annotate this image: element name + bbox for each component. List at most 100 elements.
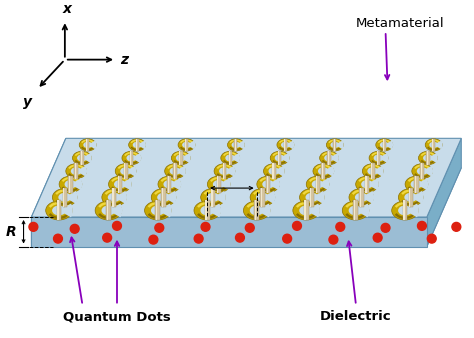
Ellipse shape — [250, 206, 264, 215]
Ellipse shape — [58, 193, 71, 202]
Ellipse shape — [374, 154, 383, 162]
Ellipse shape — [201, 206, 214, 215]
Ellipse shape — [349, 206, 363, 215]
Bar — [112, 188, 117, 207]
Wedge shape — [280, 153, 290, 163]
Wedge shape — [361, 191, 374, 204]
Ellipse shape — [300, 189, 324, 206]
Bar — [359, 188, 364, 207]
Ellipse shape — [305, 193, 318, 202]
Wedge shape — [417, 178, 428, 190]
Bar — [130, 151, 131, 165]
Ellipse shape — [176, 154, 186, 162]
Wedge shape — [405, 203, 419, 217]
Circle shape — [149, 235, 158, 244]
Ellipse shape — [178, 139, 195, 151]
Ellipse shape — [73, 151, 91, 165]
Circle shape — [194, 234, 203, 243]
Ellipse shape — [264, 164, 284, 178]
Bar — [56, 200, 62, 220]
Ellipse shape — [225, 154, 235, 162]
Bar — [328, 151, 331, 165]
Bar — [383, 139, 384, 151]
Bar — [107, 200, 108, 220]
Ellipse shape — [95, 201, 122, 220]
Wedge shape — [175, 166, 186, 176]
Bar — [261, 188, 262, 207]
Ellipse shape — [318, 167, 329, 175]
Bar — [57, 200, 58, 220]
Ellipse shape — [363, 164, 383, 178]
Bar — [414, 176, 419, 193]
Wedge shape — [82, 153, 92, 163]
Wedge shape — [236, 141, 245, 149]
Bar — [272, 163, 276, 179]
Bar — [255, 200, 256, 220]
Wedge shape — [257, 203, 271, 217]
Ellipse shape — [306, 176, 329, 192]
Text: x: x — [62, 2, 71, 16]
Ellipse shape — [120, 167, 131, 175]
Bar — [211, 188, 212, 207]
Ellipse shape — [250, 189, 275, 206]
Wedge shape — [131, 153, 141, 163]
Polygon shape — [31, 168, 461, 246]
Wedge shape — [71, 178, 82, 190]
Circle shape — [201, 222, 210, 231]
Wedge shape — [263, 191, 275, 204]
Wedge shape — [76, 166, 87, 176]
Bar — [167, 176, 172, 193]
Ellipse shape — [145, 201, 171, 220]
Wedge shape — [356, 203, 369, 217]
Ellipse shape — [423, 154, 433, 162]
Bar — [223, 163, 224, 179]
Bar — [86, 139, 89, 151]
Ellipse shape — [172, 151, 190, 165]
Circle shape — [155, 223, 164, 232]
Bar — [377, 151, 378, 165]
Wedge shape — [109, 203, 122, 217]
Wedge shape — [306, 203, 320, 217]
Ellipse shape — [262, 180, 274, 189]
Bar — [371, 163, 374, 179]
Ellipse shape — [355, 193, 368, 202]
Wedge shape — [268, 178, 280, 190]
Wedge shape — [384, 141, 393, 149]
Polygon shape — [427, 138, 461, 246]
Bar — [304, 200, 309, 220]
Ellipse shape — [77, 154, 87, 162]
Ellipse shape — [53, 189, 77, 206]
Ellipse shape — [201, 189, 225, 206]
Ellipse shape — [158, 176, 181, 192]
Ellipse shape — [46, 201, 73, 220]
Ellipse shape — [417, 167, 428, 175]
Bar — [278, 151, 282, 165]
Wedge shape — [373, 166, 383, 176]
Bar — [266, 176, 268, 193]
Circle shape — [112, 221, 121, 230]
Ellipse shape — [170, 167, 181, 175]
Ellipse shape — [219, 167, 230, 175]
Wedge shape — [207, 203, 221, 217]
Bar — [420, 163, 424, 179]
Bar — [266, 176, 270, 193]
Bar — [365, 176, 366, 193]
Wedge shape — [158, 203, 172, 217]
Bar — [409, 188, 410, 207]
Bar — [75, 163, 76, 179]
Circle shape — [283, 234, 292, 243]
Wedge shape — [88, 141, 97, 149]
Circle shape — [336, 222, 345, 231]
Bar — [179, 151, 182, 165]
Wedge shape — [422, 166, 433, 176]
Ellipse shape — [244, 201, 270, 220]
Ellipse shape — [101, 206, 115, 215]
Wedge shape — [181, 153, 191, 163]
Bar — [371, 163, 373, 179]
Bar — [63, 188, 67, 207]
Circle shape — [246, 223, 254, 232]
Ellipse shape — [127, 154, 137, 162]
Ellipse shape — [115, 164, 136, 178]
Ellipse shape — [214, 164, 235, 178]
Bar — [74, 163, 78, 179]
